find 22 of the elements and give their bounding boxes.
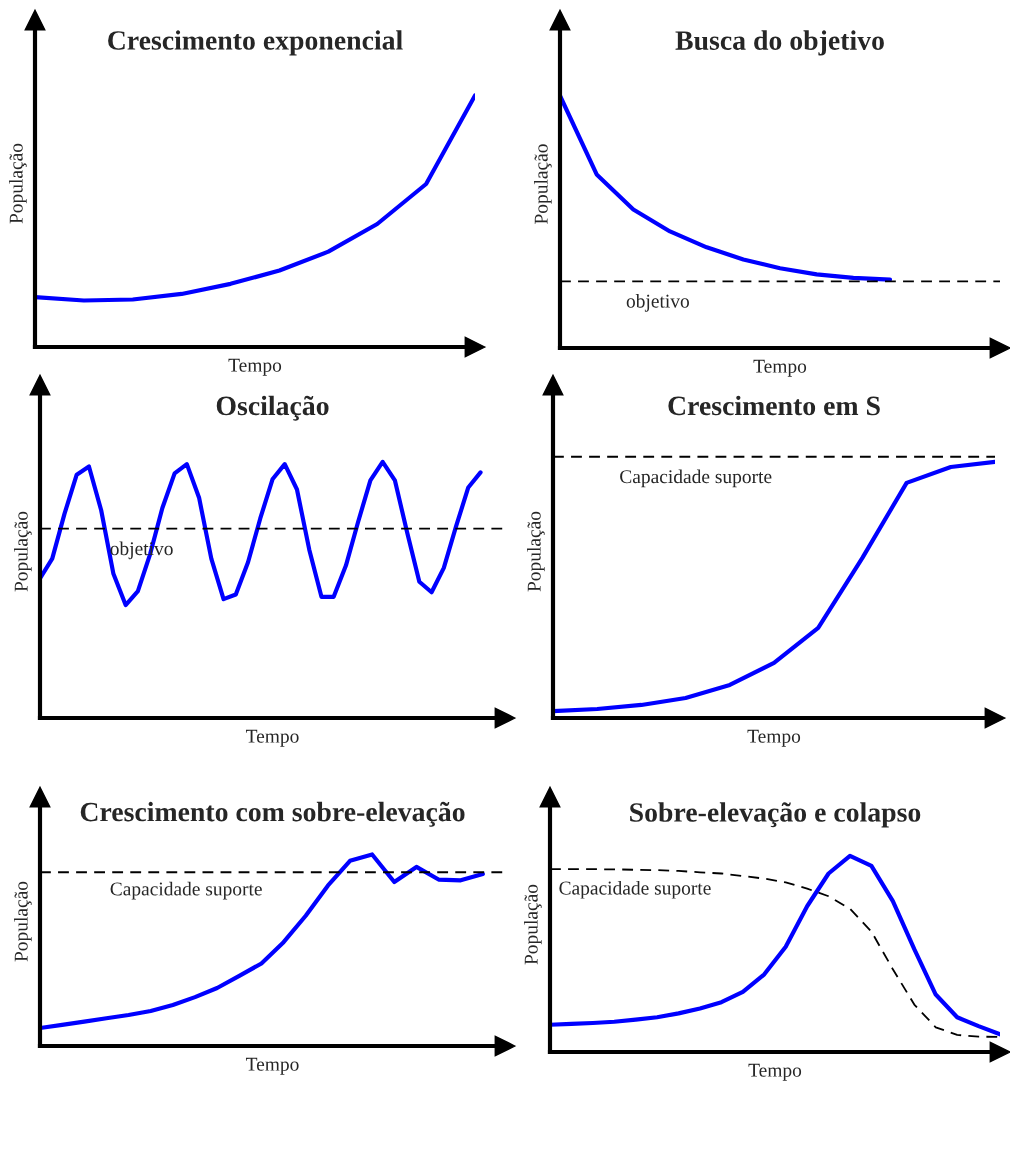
- x-axis-title: Tempo: [228, 358, 282, 376]
- y-axis-title: População: [527, 511, 545, 592]
- chart-title: Sobre-elevação e colapso: [630, 802, 921, 828]
- y-axis-title: População: [14, 881, 32, 962]
- y-axis-title: População: [524, 884, 542, 965]
- x-axis-title: Tempo: [747, 729, 801, 747]
- x-axis-title: Tempo: [748, 1063, 802, 1081]
- y-axis-title: População: [14, 511, 32, 592]
- chart-title: Crescimento exponencial: [108, 30, 403, 56]
- chart-title: Crescimento com sobre-elevação: [80, 801, 465, 827]
- chart-title: Busca do objetivo: [675, 30, 884, 56]
- chart-title: Oscilação: [216, 395, 329, 421]
- ref-line-label: Capacidade suporte: [620, 469, 772, 488]
- chart-title: Crescimento em S: [668, 395, 880, 416]
- series-label: Capacidade suporte: [559, 880, 711, 899]
- ref-line-label: objetivo: [626, 294, 689, 312]
- x-axis-title: Tempo: [245, 1057, 299, 1075]
- x-axis-title: Tempo: [753, 359, 807, 377]
- x-axis-title: Tempo: [245, 729, 299, 747]
- y-axis-title: População: [534, 144, 552, 224]
- ref-line-label: Capacidade suporte: [110, 881, 262, 900]
- y-axis-title: População: [9, 143, 27, 224]
